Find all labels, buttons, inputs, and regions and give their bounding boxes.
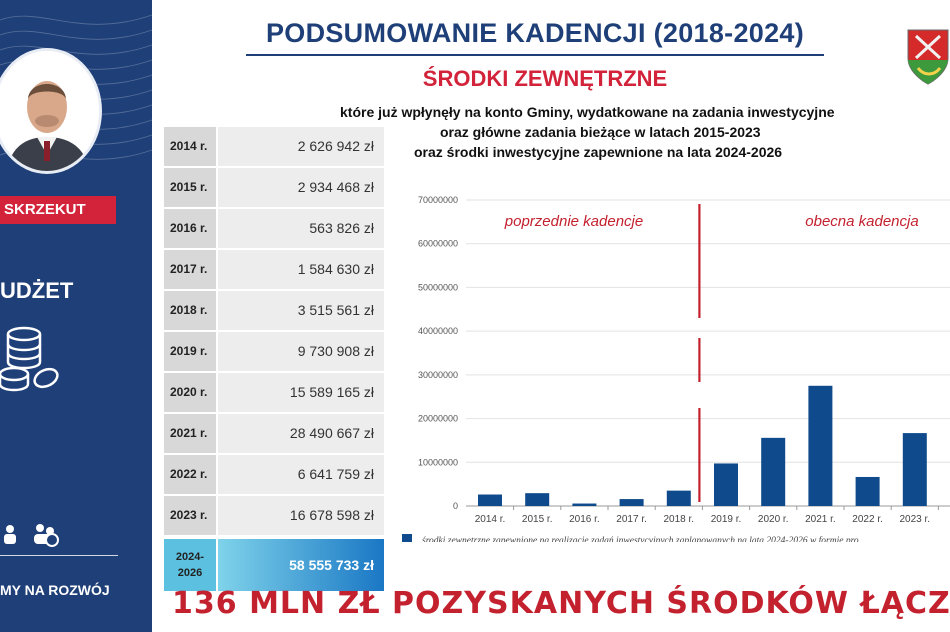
- table-row: 2018 r. 3 515 561 zł: [164, 291, 384, 332]
- x-tick-label: 2022 r.: [852, 514, 883, 525]
- y-tick-label: 60000000: [418, 239, 458, 249]
- y-tick-label: 10000000: [418, 457, 458, 467]
- section-subtitle: ŚRODKI ZEWNĘTRZNE: [422, 66, 668, 91]
- bar: [714, 463, 738, 506]
- amount-cell: 6 641 759 zł: [218, 455, 384, 494]
- x-tick-label: 2018 r.: [664, 514, 695, 525]
- y-tick-label: 20000000: [418, 414, 458, 424]
- table-row: 2017 r. 1 584 630 zł: [164, 250, 384, 291]
- amount-cell: 563 826 zł: [218, 209, 384, 248]
- title-underline: [246, 54, 824, 56]
- bar: [902, 433, 927, 506]
- bar: [572, 503, 597, 506]
- description-line: oraz środki inwestycyjne zapewnione na l…: [414, 144, 783, 160]
- amount-cell: 28 490 667 zł: [218, 414, 384, 453]
- amount-cell: 1 584 630 zł: [218, 250, 384, 289]
- legend-label: środki zewnętrzne zapewnione na realizac…: [422, 535, 859, 542]
- year-cell: 2017 r.: [164, 250, 216, 289]
- table-row-total: 2024- 2026 58 555 733 zł: [164, 539, 384, 592]
- table-row: 2023 r. 16 678 598 zł: [164, 496, 384, 537]
- table-row: 2015 r. 2 934 468 zł: [164, 168, 384, 209]
- bar: [619, 499, 644, 506]
- bar: [525, 493, 550, 506]
- bar: [666, 490, 691, 506]
- y-tick-label: 0: [453, 501, 458, 511]
- bar-chart: 0 10000000 20000000 30000000 40000000 5000000…: [402, 195, 950, 542]
- year-line: 2024-: [175, 551, 205, 563]
- avatar: [0, 48, 102, 174]
- x-tick-label: 2023 r.: [900, 514, 931, 525]
- bar: [761, 437, 786, 506]
- annotation-current: obecna kadencja: [805, 213, 918, 230]
- year-cell: 2019 r.: [164, 332, 216, 371]
- amount-cell: 3 515 561 zł: [218, 291, 384, 330]
- budget-label: UDŻET: [0, 278, 74, 303]
- amount-cell: 16 678 598 zł: [218, 496, 384, 535]
- coins-icon: [0, 326, 59, 392]
- year-cell: 2014 r.: [164, 127, 216, 166]
- year-cell: 2024- 2026: [164, 539, 216, 591]
- sidebar: SKRZEKUT UDŻET MY NA ROZWÓJ: [0, 0, 152, 632]
- portrait-icon: [0, 51, 99, 171]
- sidebar-divider: [0, 555, 118, 556]
- x-tick-label: 2014 r.: [475, 514, 506, 525]
- description-line: które już wpłynęły na konto Gminy, wydat…: [340, 104, 835, 120]
- annotation-previous: poprzednie kadencje: [504, 213, 643, 230]
- name-badge: SKRZEKUT: [0, 196, 116, 224]
- amount-cell: 2 626 942 zł: [218, 127, 384, 166]
- sidebar-footer: MY NA ROZWÓJ: [0, 582, 110, 598]
- year-cell: 2018 r.: [164, 291, 216, 330]
- table-row: 2016 r. 563 826 zł: [164, 209, 384, 250]
- coat-of-arms-icon: [907, 29, 949, 85]
- table-row: 2014 r. 2 626 942 zł: [164, 127, 384, 168]
- year-cell: 2022 r.: [164, 455, 216, 494]
- year-cell: 2021 r.: [164, 414, 216, 453]
- year-cell: 2023 r.: [164, 496, 216, 535]
- year-line: 2026: [177, 567, 203, 579]
- year-cell: 2016 r.: [164, 209, 216, 248]
- description-line: oraz główne zadania bieżące w latach 201…: [440, 124, 761, 140]
- table-row: 2020 r. 15 589 165 zł: [164, 373, 384, 414]
- funds-table: 2014 r. 2 626 942 zł 2015 r. 2 934 468 zł …: [164, 127, 384, 592]
- y-tick-label: 50000000: [418, 282, 458, 292]
- x-tick-label: 2019 r.: [711, 514, 742, 525]
- x-tick-label: 2020 r.: [758, 514, 789, 525]
- x-tick-label: 2017 r.: [616, 514, 647, 525]
- y-tick-label: 70000000: [418, 195, 458, 205]
- y-tick-label: 40000000: [418, 326, 458, 336]
- amount-cell: 15 589 165 zł: [218, 373, 384, 412]
- team-icon: [4, 524, 59, 547]
- page-title: PODSUMOWANIE KADENCJI (2018-2024): [265, 18, 805, 48]
- table-row: 2022 r. 6 641 759 zł: [164, 455, 384, 496]
- table-row: 2021 r. 28 490 667 zł: [164, 414, 384, 455]
- bar: [478, 494, 502, 506]
- x-tick-label: 2016 r.: [569, 514, 600, 525]
- table-row: 2019 r. 9 730 908 zł: [164, 332, 384, 373]
- amount-cell: 9 730 908 zł: [218, 332, 384, 371]
- amount-cell: 2 934 468 zł: [218, 168, 384, 207]
- summary-banner: 136 MLN ZŁ POZYSKANYCH ŚRODKÓW ŁĄCZ: [172, 586, 950, 621]
- year-cell: 2015 r.: [164, 168, 216, 207]
- legend-swatch: [402, 534, 412, 542]
- amount-cell-total: 58 555 733 zł: [218, 539, 384, 591]
- x-tick-label: 2015 r.: [522, 514, 553, 525]
- bar: [808, 385, 833, 506]
- x-tick-label: 2021 r.: [805, 514, 836, 525]
- year-cell: 2020 r.: [164, 373, 216, 412]
- y-tick-label: 30000000: [418, 370, 458, 380]
- bar: [855, 476, 880, 506]
